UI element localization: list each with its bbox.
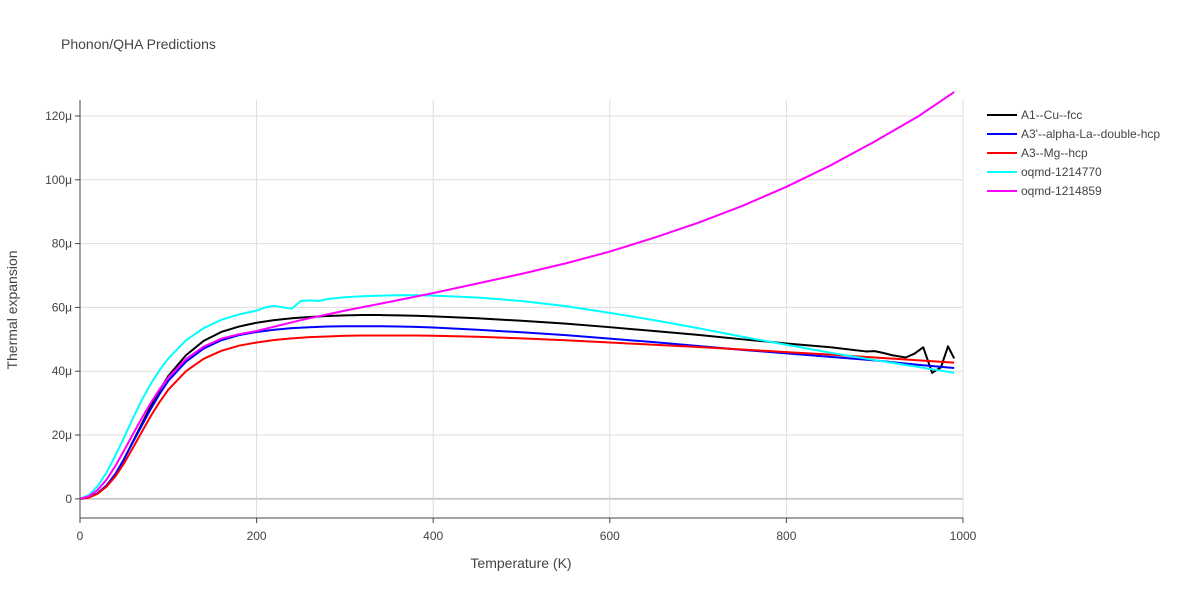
chart-title: Phonon/QHA Predictions — [61, 36, 216, 52]
tick-labels: 0 200 400 600 800 1000 0 20μ 40μ 60μ 80μ 100μ 120μ — [45, 109, 977, 543]
x-axis-title: Temperature (K) — [470, 555, 571, 571]
legend-label: A3'--alpha-La--double-hcp — [1021, 127, 1160, 141]
legend-label: A3--Mg--hcp — [1021, 146, 1088, 160]
x-tick-label: 1000 — [950, 529, 977, 543]
legend-label: oqmd-1214770 — [1021, 165, 1102, 179]
series-lines — [79, 91, 956, 500]
x-tick-label: 200 — [247, 529, 267, 543]
grid-lines — [80, 100, 964, 518]
y-axis-title: Thermal expansion — [4, 250, 20, 369]
legend-item[interactable]: oqmd-1214770 — [987, 165, 1102, 179]
series-line-a3-alpha-la-double-hcp[interactable] — [79, 325, 955, 500]
series-line-a3-mg-hcp[interactable] — [79, 334, 955, 500]
series-line-a1-cu-fcc[interactable] — [79, 314, 956, 500]
y-tick-label: 0 — [65, 492, 72, 506]
y-tick-label: 20μ — [52, 428, 72, 442]
series-line-oqmd-1214859[interactable] — [79, 91, 955, 500]
y-tick-label: 60μ — [52, 300, 72, 314]
legend-label: oqmd-1214859 — [1021, 184, 1102, 198]
y-tick-label: 40μ — [52, 364, 72, 378]
axes — [75, 100, 964, 523]
y-tick-label: 80μ — [52, 237, 72, 251]
x-tick-label: 0 — [77, 529, 84, 543]
x-tick-label: 400 — [423, 529, 443, 543]
x-tick-label: 600 — [600, 529, 620, 543]
legend-item[interactable]: A1--Cu--fcc — [987, 108, 1082, 122]
y-tick-label: 100μ — [45, 173, 72, 187]
series-line-oqmd-1214770[interactable] — [79, 294, 955, 500]
legend-item[interactable]: A3--Mg--hcp — [987, 146, 1088, 160]
legend: A1--Cu--fcc A3'--alpha-La--double-hcp A3--… — [987, 108, 1160, 198]
y-tick-label: 120μ — [45, 109, 72, 123]
x-tick-label: 800 — [776, 529, 796, 543]
legend-label: A1--Cu--fcc — [1021, 108, 1082, 122]
legend-item[interactable]: oqmd-1214859 — [987, 184, 1102, 198]
legend-item[interactable]: A3'--alpha-La--double-hcp — [987, 127, 1160, 141]
